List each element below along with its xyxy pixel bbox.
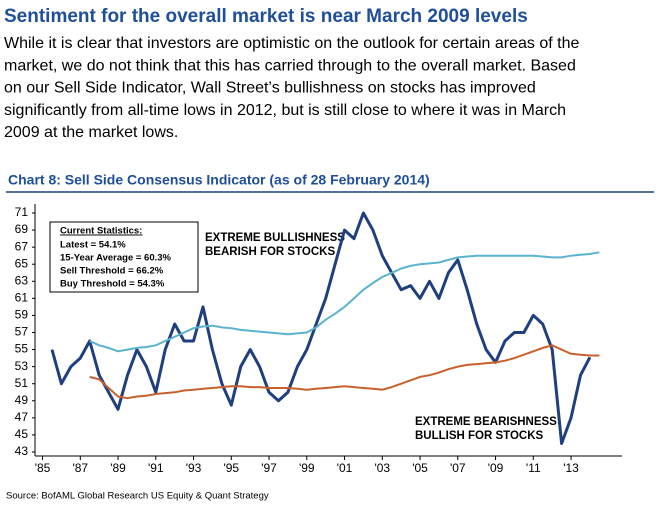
- y-tick-label: 57: [15, 325, 29, 339]
- y-tick-label: 69: [15, 222, 29, 236]
- x-tick-label: '95: [223, 461, 239, 475]
- x-tick-label: '11: [526, 461, 541, 475]
- y-tick-label: 45: [15, 427, 29, 441]
- annotation: EXTREME BEARISHNESS: [415, 416, 557, 428]
- x-tick-label: '85: [35, 461, 51, 475]
- y-tick-label: 49: [15, 393, 29, 407]
- paragraph-line: 2009 at the market lows.: [4, 124, 178, 141]
- paragraph-line: While it is clear that investors are opt…: [4, 35, 579, 52]
- y-tick-label: 51: [15, 376, 29, 390]
- series-line: [89, 344, 600, 400]
- y-tick-label: 65: [15, 256, 29, 270]
- source: Source: BofAML Global Research US Equity…: [6, 491, 269, 502]
- annotation: EXTREME BULLISHNESS: [205, 232, 345, 244]
- stats-title: Current Statistics:: [60, 226, 142, 237]
- chart-title: Chart 8: Sell Side Consensus Indicator (…: [8, 172, 430, 188]
- x-tick-label: '07: [450, 461, 466, 475]
- x-tick-label: '97: [261, 461, 277, 475]
- stats-line: 15-Year Average = 60.3%: [60, 253, 172, 264]
- series-line: [89, 251, 600, 353]
- annotation: BULLISH FOR STOCKS: [415, 430, 544, 442]
- y-tick-label: 47: [15, 410, 29, 424]
- x-tick-label: '01: [337, 461, 353, 475]
- x-tick-label: '03: [374, 461, 390, 475]
- y-tick-label: 53: [15, 359, 29, 373]
- y-tick-label: 71: [15, 205, 29, 219]
- y-tick-label: 55: [15, 342, 29, 356]
- paragraph-line: significantly from all-time lows in 2012…: [4, 102, 566, 119]
- x-tick-label: '09: [488, 461, 504, 475]
- x-tick-label: '87: [72, 461, 88, 475]
- x-tick-label: '93: [186, 461, 202, 475]
- stats-line: Latest = 54.1%: [60, 240, 126, 251]
- x-tick-label: '13: [563, 461, 579, 475]
- y-tick-label: 63: [15, 273, 29, 287]
- x-tick-label: '05: [412, 461, 428, 475]
- x-tick-label: '99: [299, 461, 315, 475]
- y-tick-label: 67: [15, 239, 29, 253]
- x-tick-label: '91: [148, 461, 164, 475]
- heading: Sentiment for the overall market is near…: [4, 6, 528, 27]
- stats-line: Sell Threshold = 66.2%: [60, 266, 164, 277]
- series-line: [50, 211, 592, 445]
- y-tick-label: 61: [15, 291, 29, 305]
- annotation: BEARISH FOR STOCKS: [205, 246, 335, 258]
- paragraph-line: market, we do not think that this has ca…: [4, 57, 576, 74]
- y-tick-label: 43: [15, 444, 29, 458]
- x-tick-label: '89: [110, 461, 126, 475]
- paragraph-line: on our Sell Side Indicator, Wall Street’…: [4, 80, 536, 97]
- stats-box: [49, 221, 199, 293]
- stats-line: Buy Threshold = 54.3%: [60, 279, 165, 290]
- y-tick-label: 59: [15, 308, 29, 322]
